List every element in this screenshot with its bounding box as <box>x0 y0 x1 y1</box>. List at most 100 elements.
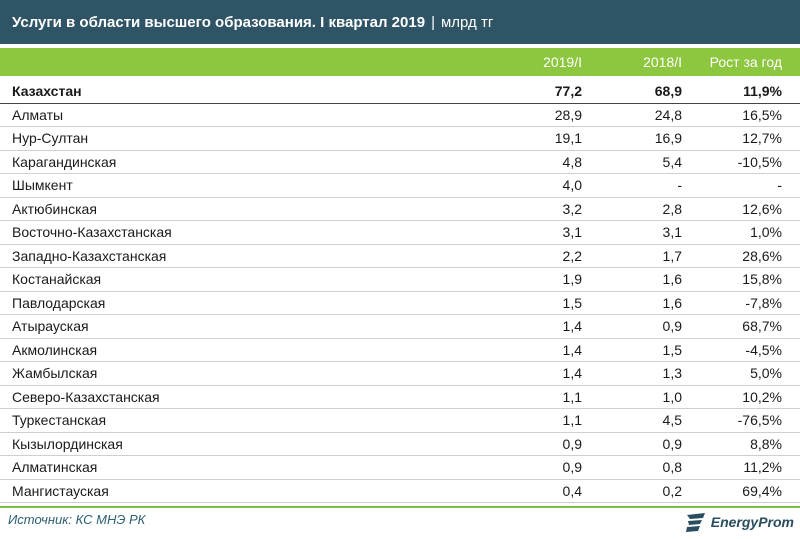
value-2018: 4,5 <box>662 412 682 428</box>
value-2018: 2,8 <box>662 200 682 217</box>
value-2019: 1,4 <box>562 318 582 334</box>
growth-value: 1,0% <box>750 224 782 240</box>
table-row: Западно-Казахстанская 2,2 1,7 28,6% <box>0 245 800 268</box>
value-2018: 1,3 <box>662 365 682 381</box>
table-row: Атырауская 1,4 0,9 68,7% <box>0 315 800 339</box>
value-2018: 1,6 <box>662 271 682 287</box>
growth-value: 11,2% <box>743 459 782 475</box>
table-row: Алматы 28,9 24,8 16,5% <box>0 104 800 127</box>
value-2019: 2,2 <box>562 247 582 264</box>
data-table: Казахстан 77,2 68,9 11,9% Алматы 28,9 24,8 16,5… <box>0 80 800 503</box>
value-2018: 1,7 <box>662 247 682 264</box>
region-name: Павлодарская <box>12 294 106 311</box>
region-name: Алматинская <box>12 459 98 475</box>
table-row: Жамбылская 1,4 1,3 5,0% <box>0 362 800 386</box>
value-2019: 1,1 <box>562 388 582 405</box>
region-name: Актюбинская <box>12 200 97 217</box>
table-row: Акмолинская 1,4 1,5 -4,5% <box>0 339 800 362</box>
growth-value: 16,5% <box>742 106 782 123</box>
growth-value: 12,6% <box>742 200 782 217</box>
growth-value: - <box>777 177 782 193</box>
table-row: Нур-Султан 19,1 16,9 12,7% <box>0 127 800 151</box>
table-row: Северо-Казахстанская 1,1 1,0 10,2% <box>0 386 800 409</box>
region-name: Жамбылская <box>12 365 98 381</box>
region-name: Костанайская <box>12 271 102 287</box>
value-2019: 1,1 <box>562 412 582 428</box>
region-name: Карагандинская <box>12 153 117 170</box>
value-2018: 3,1 <box>662 224 682 240</box>
footer-divider <box>0 506 800 508</box>
growth-value: -7,8% <box>745 294 782 311</box>
growth-value: -76,5% <box>737 412 782 428</box>
value-2018: 0,2 <box>662 482 682 499</box>
region-name: Акмолинская <box>12 341 98 358</box>
region-name: Нур-Султан <box>12 130 89 146</box>
region-name: Восточно-Казахстанская <box>12 224 172 240</box>
energyprom-logo: EnergyProm <box>684 510 794 534</box>
region-name: Туркестанская <box>12 412 107 428</box>
table-row: Мангистауская 0,4 0,2 69,4% <box>0 480 800 503</box>
column-header-growth: Рост за год <box>709 54 782 70</box>
value-2019: 1,4 <box>562 341 582 358</box>
value-2018: 24,8 <box>654 106 682 123</box>
table-row: Актюбинская 3,2 2,8 12,6% <box>0 198 800 221</box>
growth-value: 11,9% <box>743 83 782 99</box>
table-row: Алматинская 0,9 0,8 11,2% <box>0 456 800 480</box>
table-row-total: Казахстан 77,2 68,9 11,9% <box>0 80 800 104</box>
value-2018: 0,8 <box>662 459 682 475</box>
value-2018: 1,5 <box>662 341 682 358</box>
value-2018: 1,6 <box>662 294 682 311</box>
value-2019: 1,5 <box>562 294 582 311</box>
growth-value: -4,5% <box>745 341 782 358</box>
growth-value: 8,8% <box>750 435 782 452</box>
value-2019: 4,0 <box>562 177 582 193</box>
energyprom-logo-icon <box>685 513 705 532</box>
value-2018: 68,9 <box>654 83 682 99</box>
value-2019: 0,9 <box>562 435 582 452</box>
value-2018: 16,9 <box>654 130 682 146</box>
growth-value: 15,8% <box>742 271 782 287</box>
region-name: Шымкент <box>12 177 73 193</box>
value-2019: 0,9 <box>562 459 582 475</box>
table-row: Шымкент 4,0 - - <box>0 174 800 198</box>
value-2019: 19,1 <box>554 130 582 146</box>
region-name: Казахстан <box>12 83 82 99</box>
logo-text: EnergyProm <box>710 514 794 530</box>
growth-value: -10,5% <box>737 153 782 170</box>
value-2018: 5,4 <box>662 153 682 170</box>
table-row: Туркестанская 1,1 4,5 -76,5% <box>0 409 800 433</box>
value-2018: - <box>677 177 682 193</box>
table-row: Кызылординская 0,9 0,9 8,8% <box>0 433 800 456</box>
growth-value: 5,0% <box>750 365 782 381</box>
region-name: Западно-Казахстанская <box>12 247 167 264</box>
table-row: Восточно-Казахстанская 3,1 3,1 1,0% <box>0 221 800 245</box>
value-2019: 1,9 <box>562 271 582 287</box>
region-name: Кызылординская <box>12 435 123 452</box>
region-name: Мангистауская <box>12 482 109 499</box>
growth-value: 69,4% <box>742 482 782 499</box>
title-unit: млрд тг <box>440 13 494 31</box>
table-row: Павлодарская 1,5 1,6 -7,8% <box>0 292 800 315</box>
growth-value: 10,2% <box>742 388 782 405</box>
table-row: Карагандинская 4,8 5,4 -10,5% <box>0 151 800 174</box>
value-2018: 0,9 <box>662 435 682 452</box>
region-name: Северо-Казахстанская <box>12 388 160 405</box>
value-2019: 0,4 <box>562 482 582 499</box>
region-name: Атырауская <box>12 318 89 334</box>
column-header-row: 2019/I 2018/I Рост за год <box>0 48 800 76</box>
value-2019: 77,2 <box>554 83 582 99</box>
growth-value: 12,7% <box>742 130 782 146</box>
growth-value: 28,6% <box>742 247 782 264</box>
table-title: Услуги в области высшего образования. I … <box>12 13 426 31</box>
table-row: Костанайская 1,9 1,6 15,8% <box>0 268 800 292</box>
title-separator: | <box>431 13 435 31</box>
value-2019: 3,1 <box>562 224 582 240</box>
title-bar: Услуги в области высшего образования. I … <box>0 0 800 44</box>
column-header-2019: 2019/I <box>543 54 582 70</box>
value-2019: 4,8 <box>562 153 582 170</box>
value-2019: 3,2 <box>562 200 582 217</box>
region-name: Алматы <box>12 106 64 123</box>
source-note: Источник: КС МНЭ РК <box>8 512 146 527</box>
column-header-2018: 2018/I <box>643 54 682 70</box>
